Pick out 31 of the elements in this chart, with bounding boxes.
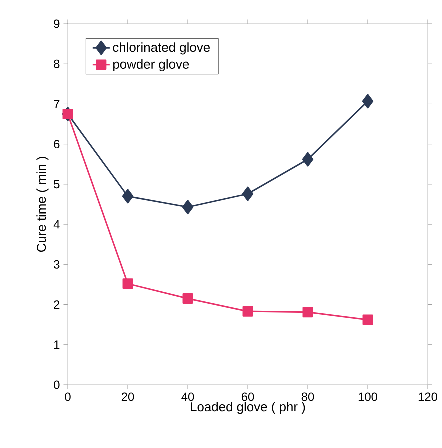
y-tick-label: 5	[54, 180, 60, 189]
point	[122, 189, 134, 204]
x-tick-label: 40	[182, 392, 194, 402]
legend-label: powder glove	[114, 59, 190, 72]
x-axis-title: Loaded glove ( phr )	[191, 402, 306, 414]
point	[362, 314, 374, 326]
x-tick-label: 60	[242, 392, 254, 402]
y-tick-label: 0	[54, 380, 60, 390]
point	[182, 200, 194, 215]
point	[122, 278, 134, 290]
y-tick-label: 2	[54, 300, 60, 309]
legend-label: chlorinated glove	[113, 42, 210, 55]
y-tick-label: 7	[54, 100, 60, 108]
x-tick-label: 0	[65, 392, 71, 402]
y-tick-label: 4	[54, 220, 60, 229]
y-tick-label: 6	[54, 140, 60, 149]
point	[242, 186, 254, 202]
point	[302, 152, 314, 167]
point	[182, 294, 194, 304]
x-tick-label: 100	[358, 392, 378, 402]
y-tick-label: 3	[54, 260, 60, 269]
y-axis-title: Cure time ( min )	[36, 157, 49, 252]
y-tick-label: 9	[54, 20, 60, 28]
x-tick-label: 20	[122, 392, 134, 402]
point	[242, 306, 254, 317]
x-tick-label: 120	[418, 392, 438, 402]
x-tick-label: 80	[302, 392, 314, 402]
y-tick-label: 1	[54, 340, 60, 349]
point	[362, 94, 374, 109]
y-tick-label: 8	[54, 60, 60, 68]
point	[302, 307, 314, 318]
